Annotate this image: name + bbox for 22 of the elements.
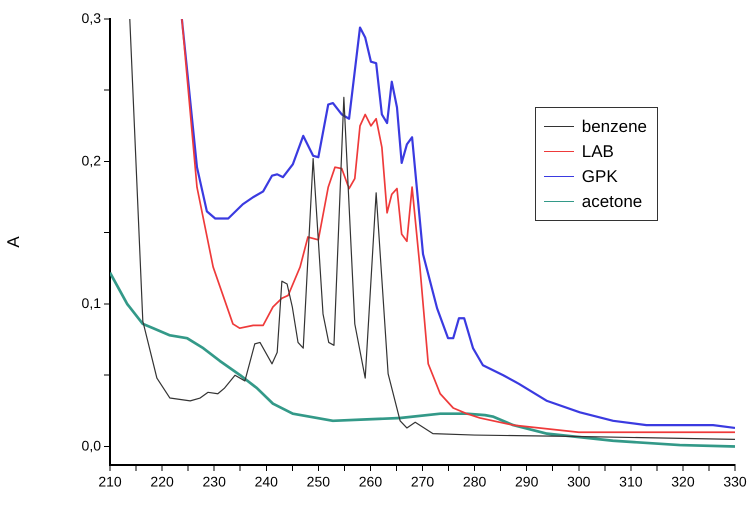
y-axis-title: A xyxy=(4,236,23,248)
x-tick-label: 240 xyxy=(254,473,278,490)
x-tick-label: 300 xyxy=(567,473,591,490)
legend-label: GPK xyxy=(582,166,618,186)
x-tick-label: 220 xyxy=(150,473,174,490)
y-tick-label: 0,2 xyxy=(82,152,102,168)
x-tick-label: 310 xyxy=(619,473,643,490)
x-tick-label: 320 xyxy=(671,473,695,490)
x-tick-label: 210 xyxy=(98,473,122,490)
x-tick-label: 280 xyxy=(462,473,486,490)
legend-label: acetone xyxy=(582,192,642,212)
legend-label: LAB xyxy=(582,142,614,162)
y-tick-label: 0,1 xyxy=(82,294,102,311)
x-tick-label: 290 xyxy=(514,473,539,490)
x-tick-label: 260 xyxy=(358,473,382,490)
y-tick-label: 0,3 xyxy=(82,10,102,26)
y-tick-label: 0,0 xyxy=(82,437,102,454)
x-tick-label: 270 xyxy=(410,473,434,490)
x-tick-label: 230 xyxy=(202,473,226,490)
legend-label: benzene xyxy=(582,116,647,136)
x-tick-label: 330 xyxy=(723,473,747,490)
x-tick-label: 250 xyxy=(306,473,330,490)
